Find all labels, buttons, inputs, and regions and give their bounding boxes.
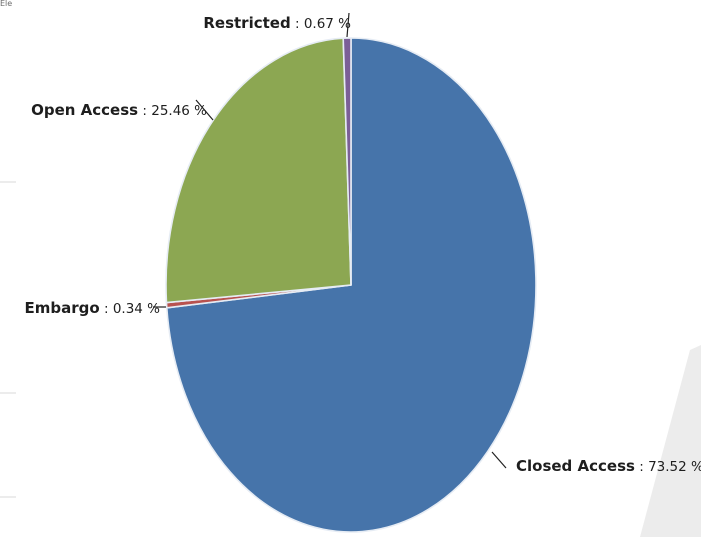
slice-label-closed-access: Closed Access : 73.52 % [516, 457, 701, 475]
leader-lines [153, 12, 507, 469]
truncated-corner-text: Ele [0, 0, 13, 8]
leader-line-open-access [195, 99, 214, 121]
background-shape [640, 345, 701, 537]
background-layer [0, 181, 701, 537]
leader-line-closed-access [491, 451, 507, 469]
slice-labels: Closed Access : 73.52 % Embargo : 0.34 % O… [25, 14, 701, 475]
slice-label-restricted: Restricted : 0.67 % [203, 14, 351, 32]
leader-line-restricted [346, 12, 350, 38]
pie-slice-open-access [165, 37, 352, 304]
pie-slices [165, 37, 537, 533]
slice-label-open-access: Open Access : 25.46 % [31, 101, 207, 119]
pie-slice-restricted [342, 37, 352, 286]
slice-label-embargo: Embargo : 0.34 % [25, 299, 161, 317]
